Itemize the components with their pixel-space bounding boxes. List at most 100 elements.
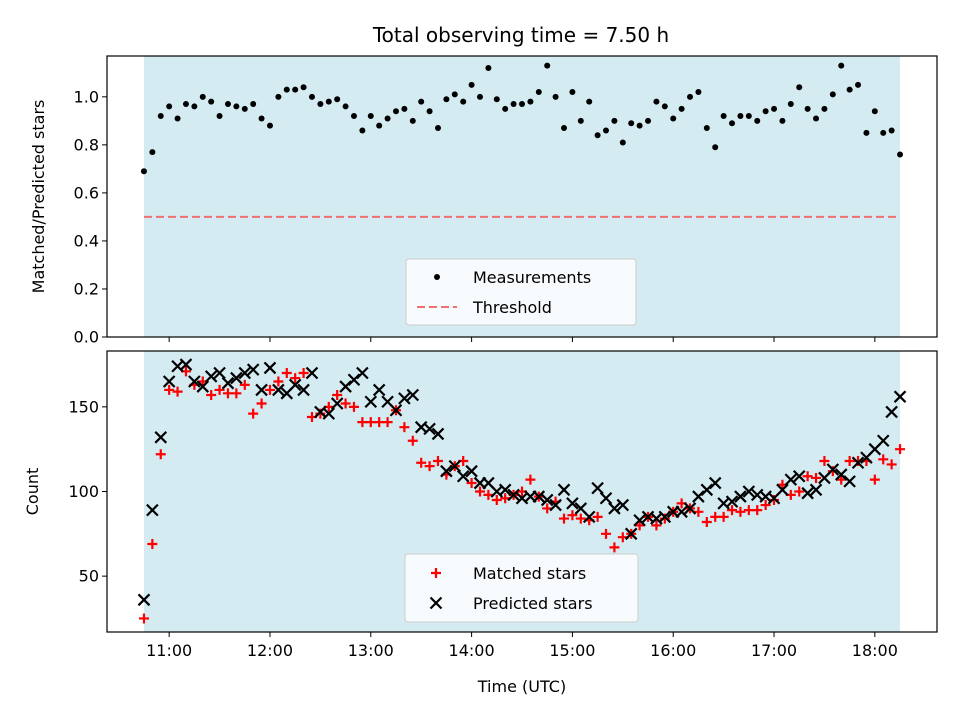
measurement-points bbox=[140, 62, 904, 175]
ratio-y-ticks: 0.0 0.2 0.4 0.6 0.8 1.0 bbox=[74, 87, 107, 347]
matched-star-marker bbox=[609, 542, 620, 553]
measurement-point bbox=[628, 120, 635, 127]
ratio-panel-frame bbox=[106, 55, 938, 338]
measurement-point bbox=[603, 127, 610, 134]
matched-star-marker bbox=[542, 503, 553, 514]
matched-star-marker bbox=[601, 528, 612, 539]
matched-star-marker bbox=[769, 494, 780, 505]
y-tick-label: 0.2 bbox=[74, 279, 99, 298]
predicted-star-marker bbox=[885, 405, 898, 419]
y-tick-label: 0.0 bbox=[74, 328, 99, 347]
matched-star-marker bbox=[844, 456, 855, 467]
measurement-point bbox=[813, 115, 820, 122]
measurement-point bbox=[535, 89, 542, 96]
measurement-point bbox=[661, 103, 668, 110]
matched-star-marker bbox=[164, 384, 175, 395]
predicted-star-marker bbox=[784, 473, 798, 486]
predicted-star-marker bbox=[230, 371, 243, 385]
measurement-point bbox=[434, 125, 441, 132]
measurement-point bbox=[166, 103, 173, 110]
measurement-point bbox=[367, 113, 374, 120]
predicted-star-marker bbox=[776, 483, 789, 497]
measurement-point bbox=[871, 108, 878, 115]
matched-star-marker bbox=[491, 494, 502, 505]
predicted-star-marker bbox=[137, 593, 151, 607]
predicted-star-marker bbox=[700, 483, 714, 497]
measurement-point bbox=[779, 117, 786, 124]
legend-box bbox=[405, 258, 637, 326]
measurement-point bbox=[334, 96, 341, 103]
matched-star-marker bbox=[474, 486, 485, 497]
predicted-star-marker bbox=[179, 358, 193, 371]
predicted-star-marker bbox=[372, 383, 386, 397]
y-tick-label: 0.6 bbox=[74, 183, 99, 202]
ratio-legend: Measurements Threshold bbox=[405, 258, 637, 326]
measurement-point bbox=[157, 113, 164, 120]
predicted-star-marker bbox=[288, 378, 302, 392]
predicted-star-marker bbox=[154, 431, 168, 444]
legend-label-measurements: Measurements bbox=[473, 268, 591, 287]
legend-label-threshold: Threshold bbox=[472, 298, 552, 317]
predicted-star-marker bbox=[204, 370, 218, 383]
predicted-star-marker bbox=[692, 490, 705, 503]
matched-star-marker bbox=[886, 459, 897, 470]
predicted-star-marker bbox=[549, 498, 562, 512]
predicted-star-marker bbox=[196, 380, 210, 393]
predicted-star-marker bbox=[146, 503, 159, 517]
measurement-point bbox=[838, 62, 845, 69]
measurement-point bbox=[275, 93, 282, 100]
matched-star-marker bbox=[575, 513, 586, 524]
measurement-point bbox=[199, 93, 206, 100]
measurement-point bbox=[401, 105, 408, 112]
predicted-star-marker bbox=[792, 469, 806, 483]
predicted-star-marker bbox=[498, 483, 512, 497]
measurement-point bbox=[208, 98, 215, 105]
matched-star-marker bbox=[231, 388, 242, 399]
measurement-point bbox=[426, 108, 433, 115]
measurement-point bbox=[645, 117, 652, 124]
matched-star-marker bbox=[172, 386, 183, 397]
y-tick-label: 1.0 bbox=[74, 87, 99, 106]
matched-star-marker bbox=[525, 474, 536, 485]
measurement-point bbox=[586, 98, 593, 105]
matched-star-marker bbox=[432, 456, 443, 467]
x-tick-label: 18:00 bbox=[852, 641, 898, 660]
predicted-star-marker bbox=[557, 483, 571, 497]
predicted-star-marker bbox=[893, 390, 907, 403]
matched-star-marker bbox=[794, 486, 805, 497]
predicted-star-marker bbox=[389, 403, 403, 417]
matched-star-marker bbox=[290, 373, 301, 384]
x-tick-label: 11:00 bbox=[146, 641, 192, 660]
predicted-star-marker bbox=[188, 375, 201, 388]
measurement-point bbox=[754, 117, 761, 124]
y-tick-label: 150 bbox=[68, 397, 99, 416]
predicted-stars-series bbox=[137, 358, 907, 607]
measurement-point bbox=[720, 113, 727, 120]
measurement-point bbox=[703, 125, 710, 132]
predicted-star-marker bbox=[616, 498, 630, 512]
measurement-point bbox=[762, 108, 769, 115]
measurement-point bbox=[821, 105, 828, 112]
measurement-point bbox=[266, 122, 273, 129]
matched-star-marker bbox=[340, 398, 351, 409]
measurement-point bbox=[636, 122, 643, 129]
y-tick-label: 0.8 bbox=[74, 135, 99, 154]
matched-star-marker bbox=[239, 379, 250, 390]
legend-box bbox=[404, 553, 639, 623]
matched-star-marker bbox=[853, 456, 864, 467]
matched-star-marker bbox=[869, 474, 880, 485]
measurement-point bbox=[670, 115, 677, 122]
x-tick-label: 12:00 bbox=[247, 641, 293, 660]
count-y-axis-label: Count bbox=[23, 468, 42, 516]
matched-star-marker bbox=[214, 384, 225, 395]
predicted-star-marker bbox=[339, 380, 352, 393]
predicted-star-marker bbox=[658, 510, 672, 524]
measurement-point bbox=[510, 101, 517, 108]
predicted-star-marker bbox=[347, 373, 361, 387]
measurement-point bbox=[376, 122, 383, 129]
measurement-point bbox=[594, 132, 601, 139]
measurement-point bbox=[653, 98, 660, 105]
predicted-star-marker bbox=[440, 464, 453, 478]
predicted-star-marker bbox=[708, 476, 722, 490]
